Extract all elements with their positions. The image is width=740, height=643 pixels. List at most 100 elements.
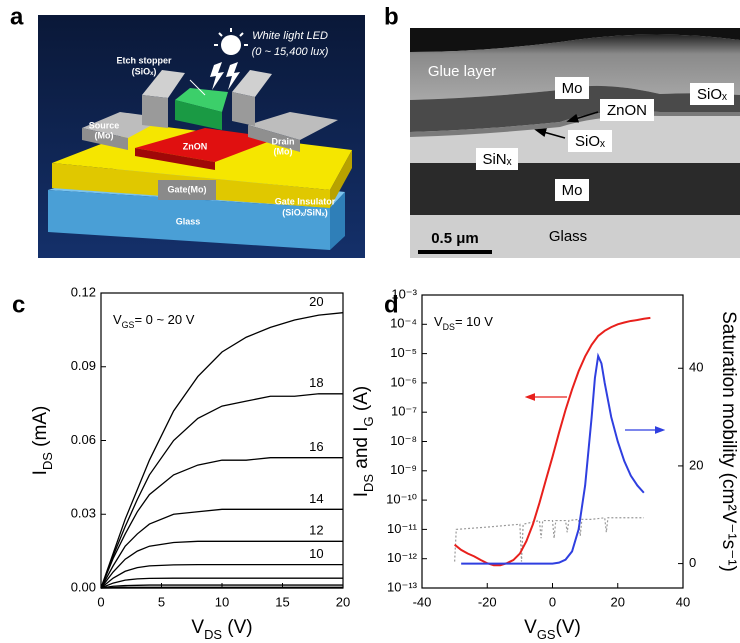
label: (0 ~ 15,400 lux) (252, 46, 329, 58)
panel-label: a (10, 3, 24, 30)
x-axis-label-part: GS (537, 627, 556, 642)
x-tick-label: 40 (676, 594, 690, 609)
annotation-part: V (113, 312, 122, 327)
y-tick-label: 10⁻¹⁰ (386, 492, 417, 507)
x-axis-label-part: (V) (222, 617, 253, 638)
series-label: 14 (309, 491, 323, 506)
series-label: 16 (309, 439, 323, 454)
x-axis-label: VGS(V) (524, 617, 581, 642)
y2-tick-label: 0 (689, 555, 696, 570)
y-axis-label-part: I (30, 470, 51, 475)
series-line (454, 517, 644, 562)
y-tick-label: 0.03 (71, 506, 96, 521)
y-tick-label: 10⁻³ (391, 286, 417, 301)
series-label: 20 (309, 294, 323, 309)
x-axis-label: VDS (V) (191, 617, 252, 642)
label: Glass (549, 228, 587, 245)
y2-tick-label: 20 (689, 457, 703, 472)
series-line (100, 584, 343, 589)
x-tick-label: 5 (158, 594, 165, 609)
x-tick-label: 15 (275, 594, 289, 609)
annotation: VGS= 0 ~ 20 V (113, 312, 195, 330)
y-tick-label: 10⁻⁷ (391, 404, 417, 419)
y-tick-label: 10⁻⁹ (390, 462, 417, 477)
y-tick-label: 0.00 (71, 579, 96, 594)
series-label: 18 (309, 375, 323, 390)
y-tick-label: 10⁻⁶ (390, 374, 417, 389)
y-tick-label: 0.06 (71, 432, 96, 447)
label: ZnON (607, 102, 647, 119)
label: Mo (562, 80, 583, 97)
y-tick-label: 10⁻⁸ (390, 433, 417, 448)
annotation-part: = 0 ~ 20 V (134, 312, 194, 327)
y-axis-label-part: G (361, 416, 376, 426)
annotation-part: = 10 V (455, 314, 493, 329)
y-axis-label-part: (mA) (30, 406, 51, 452)
y-axis-label-part: DS (361, 474, 376, 492)
label: SiOₓ (575, 133, 605, 150)
series-line (100, 540, 343, 589)
label: Mo (562, 182, 583, 199)
x-tick-label: 20 (611, 594, 625, 609)
x-tick-label: 0 (549, 594, 556, 609)
label: White light LED (252, 30, 328, 42)
label: Glass (176, 216, 201, 226)
y-axis-label: IDS and IG (A) (351, 386, 376, 497)
y-tick-label: 10⁻¹² (387, 550, 418, 565)
series-line (100, 457, 343, 589)
label: Glue layer (428, 63, 496, 80)
y-axis-label-part: I (351, 492, 372, 497)
series-line (100, 508, 343, 589)
annotation: VDS= 10 V (434, 314, 493, 332)
y-tick-label: 10⁻¹³ (387, 579, 418, 594)
y-axis-label-part: (A) (351, 386, 372, 417)
x-axis-label-part: V (191, 617, 204, 638)
label: Gate Insulator (275, 196, 336, 206)
series-label: 12 (309, 523, 323, 538)
x-tick-label: 10 (215, 594, 229, 609)
device-schematic (38, 15, 365, 258)
series-line (100, 564, 343, 589)
y-tick-label: 10⁻¹¹ (387, 521, 418, 536)
label: Gate(Mo) (168, 184, 207, 194)
series-line (100, 393, 343, 589)
label: Etch stopper (116, 55, 172, 65)
x-axis-label-part: DS (204, 627, 222, 642)
series-line (461, 352, 645, 565)
y-axis-label-part: and I (351, 426, 372, 474)
x-axis-label-part: (V) (556, 617, 581, 638)
scale-bar-label: 0.5 μm (431, 230, 479, 247)
label: (SiOₓ/SiNₓ) (282, 207, 328, 217)
y-axis-label: IDS (mA) (30, 406, 55, 476)
x-tick-label: -20 (478, 594, 497, 609)
y-tick-label: 0.09 (71, 358, 96, 373)
x-tick-label: 0 (97, 594, 104, 609)
x-tick-label: 20 (336, 594, 350, 609)
y-tick-label: 10⁻⁵ (390, 345, 417, 360)
y-tick-label: 0.12 (71, 284, 96, 299)
annotation-part: V (434, 314, 443, 329)
label: SiOₓ (697, 86, 727, 103)
y-tick-label: 10⁻⁴ (390, 316, 417, 331)
series-line (454, 316, 651, 567)
panel-label: d (384, 291, 399, 318)
label: SiNₓ (482, 151, 511, 168)
plot-frame (100, 292, 344, 589)
y2-tick-label: 40 (689, 360, 703, 375)
series-line (100, 312, 344, 589)
label: Source (89, 120, 120, 130)
x-axis-label-part: V (524, 617, 537, 638)
label: (Mo) (274, 146, 293, 156)
label: (Mo) (95, 130, 114, 140)
series-line (100, 577, 343, 589)
panel-label: c (12, 291, 25, 318)
annotation-part: GS (122, 320, 135, 330)
annotation-part: DS (443, 322, 455, 332)
label: ZnON (183, 141, 208, 151)
series-label: 10 (309, 546, 323, 561)
y2-axis-label: Saturation mobility (cm²V⁻¹s⁻¹) (718, 311, 739, 572)
y-axis-label-part: DS (40, 452, 55, 470)
label: Drain (271, 136, 294, 146)
plot-frame (421, 294, 684, 589)
